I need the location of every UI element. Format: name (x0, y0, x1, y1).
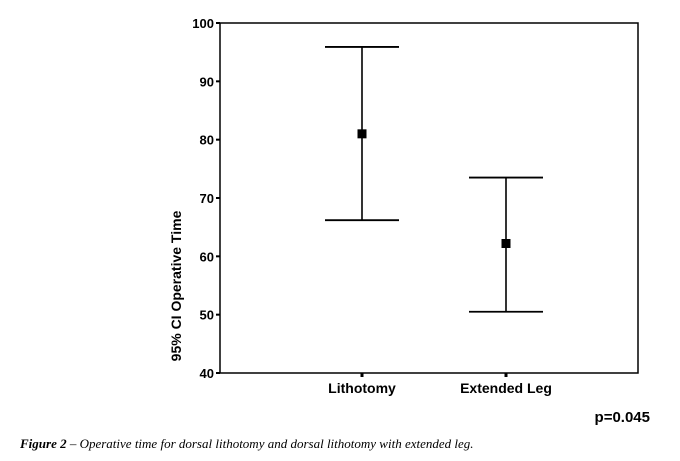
x-tick-label: Lithotomy (328, 380, 396, 396)
mean-point (501, 239, 511, 248)
y-tick-label: 40 (200, 366, 214, 381)
x-tick-label: Extended Leg (460, 380, 552, 396)
y-tick-label: 60 (200, 249, 214, 264)
error-bars (325, 46, 543, 313)
figure-caption: Figure 2 – Operative time for dorsal lit… (20, 436, 474, 452)
plot-frame (219, 22, 639, 374)
y-tick-label: 50 (200, 308, 214, 323)
y-axis-title: 95% CI Operative Time (168, 210, 184, 361)
caption-text: – Operative time for dorsal lithotomy an… (66, 436, 474, 451)
y-axis: 40 50 60 70 80 90 100 (192, 16, 220, 381)
x-axis: Lithotomy Extended Leg (328, 373, 552, 396)
p-value-annotation: p=0.045 (594, 409, 650, 426)
caption-label: Figure 2 (20, 436, 67, 451)
y-tick-label: 90 (200, 74, 214, 89)
y-tick-label: 70 (200, 191, 214, 206)
y-tick-label: 100 (192, 16, 214, 31)
y-tick-label: 80 (200, 133, 214, 148)
mean-point (357, 129, 367, 139)
